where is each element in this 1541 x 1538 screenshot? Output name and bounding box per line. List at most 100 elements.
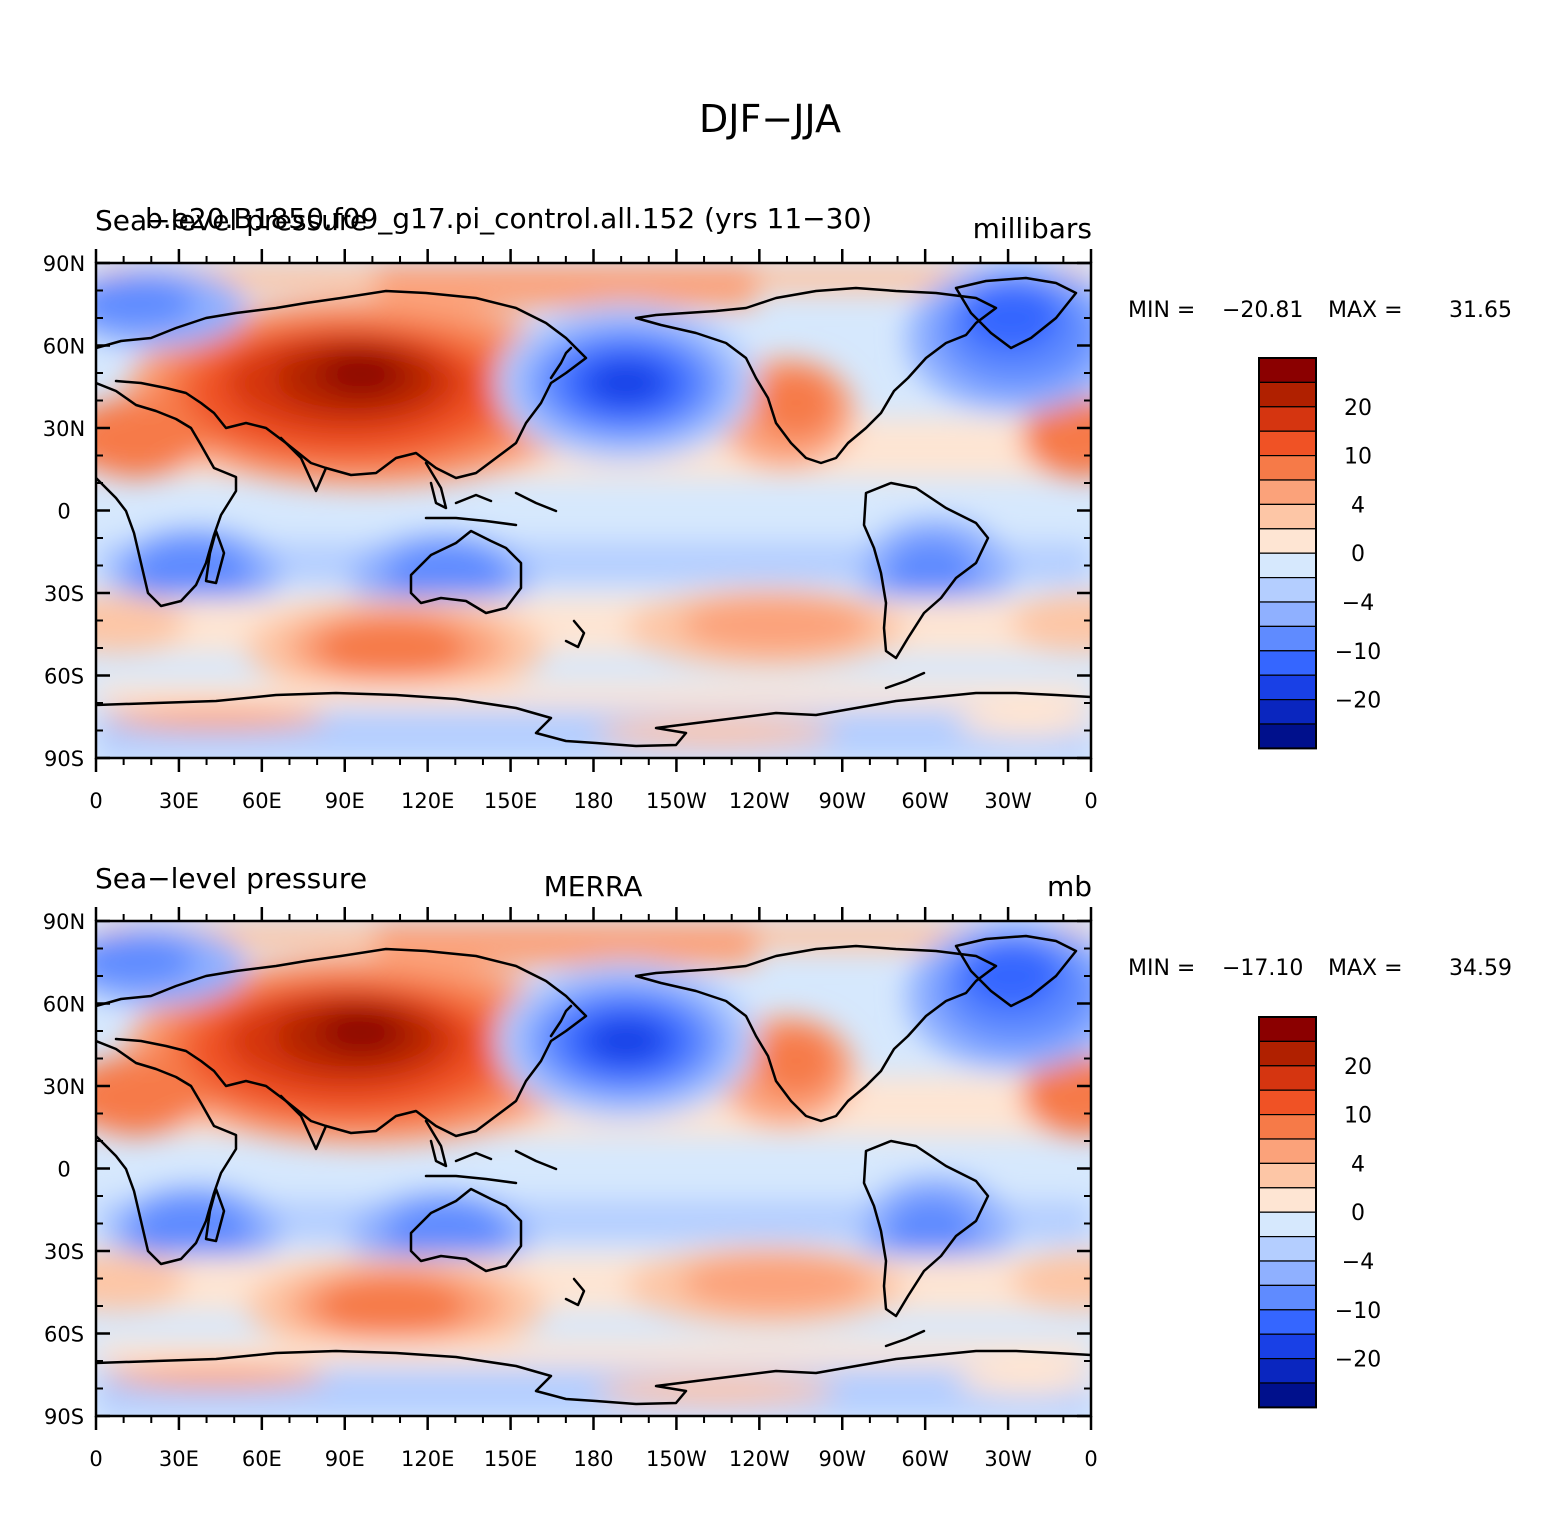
x-tick-label: 60W xyxy=(901,1447,949,1471)
colorbar-box xyxy=(1258,1138,1317,1164)
colorbar-frame xyxy=(1258,357,1317,750)
panel-1-min-label: MIN = xyxy=(1128,298,1195,323)
panel-1-x-axis: 0 30E 60E 90E 120E 150E 180 150W 120W 90W 60W 30W 0 xyxy=(89,249,1098,813)
x-tick-label: 120W xyxy=(729,789,790,813)
x-tick-label: 90W xyxy=(819,1447,867,1471)
panel-2-min-label: MIN = xyxy=(1128,956,1195,981)
panel-2-units: mb xyxy=(1047,870,1092,903)
x-tick-label: 30E xyxy=(159,1447,199,1471)
colorbar-label: 10 xyxy=(1344,445,1372,470)
colorbar-box xyxy=(1258,723,1317,749)
panel-2-x-axis: 0 30E 60E 90E 120E 150E 180 150W 120W 90W 60W 30W 0 xyxy=(89,907,1098,1471)
panel-1-stats: MIN = −20.81 MAX = 31.65 xyxy=(1128,298,1512,323)
x-tick-label: 150W xyxy=(646,789,707,813)
y-tick-label: 90S xyxy=(44,1405,84,1429)
x-tick-label: 180 xyxy=(573,789,613,813)
x-tick-label: 90E xyxy=(325,789,365,813)
y-tick-label: 60N xyxy=(43,993,85,1017)
colorbar-box xyxy=(1258,1065,1317,1091)
panel-2-title-left: Sea−level pressure xyxy=(95,862,367,895)
panel-1-title-left: Sea−level pressure xyxy=(95,204,367,237)
y-tick-label: 90N xyxy=(43,252,85,276)
x-tick-label: 0 xyxy=(89,789,102,813)
y-tick-label: 0 xyxy=(57,500,70,524)
y-tick-label: 60S xyxy=(44,1323,84,1347)
x-tick-label: 150W xyxy=(646,1447,707,1471)
colorbar-box xyxy=(1258,1357,1317,1384)
colorbar-label: 4 xyxy=(1351,493,1365,518)
colorbar-box xyxy=(1258,1040,1317,1067)
panel-1-max-label: MAX = xyxy=(1328,298,1403,323)
panel-1-case-name: b.e20.B1850.f09_g17.pi_control.all.152 (… xyxy=(145,202,872,235)
x-tick-label: 150E xyxy=(484,1447,537,1471)
panel-model: Sea−level pressure b.e20.B1850.f09_g17.p… xyxy=(43,202,1512,813)
panel-2-map xyxy=(94,919,1093,1418)
colorbar-label: 20 xyxy=(1344,396,1372,421)
colorbar-box xyxy=(1258,503,1317,530)
x-tick-label: 120W xyxy=(729,1447,790,1471)
colorbar-box xyxy=(1258,1235,1317,1262)
colorbar-box xyxy=(1258,406,1317,432)
panel-2-title-center: MERRA xyxy=(544,870,643,903)
colorbar-label: −20 xyxy=(1335,1348,1381,1373)
colorbar-label: −10 xyxy=(1335,640,1381,665)
colorbar-label: 20 xyxy=(1344,1055,1372,1080)
colorbar-box xyxy=(1258,1382,1317,1408)
colorbar-box xyxy=(1258,674,1317,701)
colorbar-box xyxy=(1258,381,1317,408)
y-tick-label: 30N xyxy=(43,417,85,441)
colorbar-box xyxy=(1258,1016,1317,1042)
colorbar-box xyxy=(1258,1309,1317,1335)
x-tick-label: 0 xyxy=(89,1447,102,1471)
x-tick-label: 60W xyxy=(901,789,949,813)
panel-2-min-value: −17.10 xyxy=(1222,956,1303,981)
colorbar-box xyxy=(1258,576,1317,603)
panel-1-y-axis: 90N 60N 30N 0 30S 60S 90S xyxy=(43,252,1091,771)
panel-1-min-value: −20.81 xyxy=(1222,298,1303,323)
panel-2-max-label: MAX = xyxy=(1328,956,1403,981)
colorbar-label: −20 xyxy=(1335,689,1381,714)
x-tick-label: 30W xyxy=(984,789,1032,813)
x-tick-label: 150E xyxy=(484,789,537,813)
panel-2-stats: MIN = −17.10 MAX = 34.59 xyxy=(1128,956,1512,981)
colorbar-frame xyxy=(1258,1016,1317,1409)
colorbar-label: 0 xyxy=(1351,1201,1365,1226)
x-tick-label: 0 xyxy=(1084,1447,1097,1471)
colorbar-box xyxy=(1258,552,1317,579)
colorbar-label: −4 xyxy=(1342,591,1374,616)
y-tick-label: 30S xyxy=(44,582,84,606)
colorbar-box xyxy=(1258,1162,1317,1189)
x-tick-label: 90W xyxy=(819,789,867,813)
x-tick-label: 90E xyxy=(325,1447,365,1471)
colorbar-label: −4 xyxy=(1342,1250,1374,1275)
x-tick-label: 60E xyxy=(242,1447,282,1471)
panel-1-max-value: 31.65 xyxy=(1449,298,1512,323)
colorbar-label: 10 xyxy=(1344,1104,1372,1129)
y-tick-label: 0 xyxy=(57,1158,70,1182)
y-tick-label: 90N xyxy=(43,910,85,934)
x-tick-label: 120E xyxy=(401,1447,454,1471)
colorbar-box xyxy=(1258,601,1317,627)
y-tick-label: 30N xyxy=(43,1075,85,1099)
colorbar-box xyxy=(1258,1333,1317,1360)
y-tick-label: 60N xyxy=(43,335,85,359)
panel-1-colorbar: 20 10 4 0 −4 −10 −20 xyxy=(1258,357,1381,750)
colorbar-label: −10 xyxy=(1335,1299,1381,1324)
colorbar-box xyxy=(1258,1284,1317,1311)
panel-2-y-axis: 90N 60N 30N 0 30S 60S 90S xyxy=(43,910,1091,1429)
colorbar-label: 4 xyxy=(1351,1152,1365,1177)
colorbar-box xyxy=(1258,1260,1317,1286)
colorbar-box xyxy=(1258,1089,1317,1116)
colorbar-box xyxy=(1258,430,1317,457)
panel-merra: Sea−level pressure MERRA mb 90N 60N 30N 0 30… xyxy=(43,862,1512,1471)
panel-1-map xyxy=(94,261,1093,760)
x-tick-label: 180 xyxy=(573,1447,613,1471)
colorbar-box xyxy=(1258,357,1317,383)
y-tick-label: 90S xyxy=(44,747,84,771)
colorbar-box xyxy=(1258,650,1317,676)
y-tick-label: 30S xyxy=(44,1240,84,1264)
colorbar-box xyxy=(1258,479,1317,505)
colorbar-box xyxy=(1258,455,1317,481)
colorbar-box xyxy=(1258,1211,1317,1238)
